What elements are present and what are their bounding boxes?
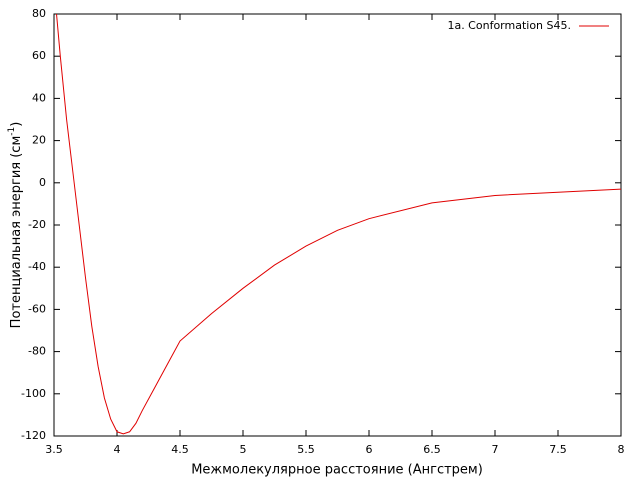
legend-label: 1a. Conformation S45. bbox=[447, 19, 571, 32]
y-tick-label: -120 bbox=[21, 429, 46, 442]
y-tick-label: 40 bbox=[32, 91, 46, 104]
y-tick-label: -80 bbox=[28, 345, 46, 358]
y-tick-label: 20 bbox=[32, 134, 46, 147]
x-tick-label: 5.5 bbox=[297, 443, 315, 456]
y-tick-label: -100 bbox=[21, 387, 46, 400]
x-tick-label: 8 bbox=[618, 443, 625, 456]
y-tick-label: -60 bbox=[28, 302, 46, 315]
y-label-tail: ) bbox=[9, 122, 24, 127]
x-tick-label: 6 bbox=[366, 443, 373, 456]
line-series bbox=[56, 13, 622, 435]
plot-frame bbox=[53, 13, 622, 437]
x-tick-label: 7.5 bbox=[549, 443, 567, 456]
x-tick-label: 5 bbox=[240, 443, 247, 456]
x-axis-label: Межмолекулярное расстояние (Ангстрем) bbox=[191, 463, 483, 478]
y-tick-label: 0 bbox=[39, 176, 46, 189]
y-tick-label: 60 bbox=[32, 49, 46, 62]
y-axis-label: Потенциальная энергия (см-1) bbox=[7, 122, 24, 329]
x-tick-label: 3.5 bbox=[45, 443, 63, 456]
x-tick-label: 4.5 bbox=[171, 443, 189, 456]
y-tick-label: -20 bbox=[28, 218, 46, 231]
x-tick-label: 7 bbox=[492, 443, 499, 456]
y-label-main: Потенциальная энергия (см bbox=[9, 136, 24, 329]
y-tick-label: -40 bbox=[28, 260, 46, 273]
y-label-sup: -1 bbox=[7, 127, 17, 136]
x-tick-label: 4 bbox=[114, 443, 121, 456]
x-tick-label: 6.5 bbox=[423, 443, 441, 456]
y-tick-label: 80 bbox=[32, 7, 46, 20]
